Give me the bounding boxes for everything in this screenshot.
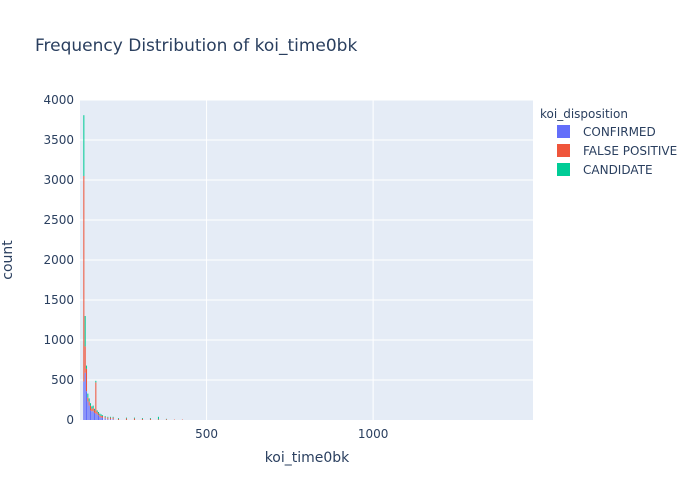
bar-false-positive bbox=[133, 418, 135, 420]
bar-false-positive bbox=[96, 412, 98, 415]
bar-false-positive bbox=[157, 419, 159, 420]
y-tick-label: 4000 bbox=[43, 93, 74, 107]
bar-false-positive bbox=[95, 382, 97, 414]
bar-false-positive bbox=[84, 346, 86, 373]
legend-swatch bbox=[557, 144, 570, 157]
bar-confirmed bbox=[97, 415, 100, 420]
bar-false-positive bbox=[107, 417, 109, 420]
legend-item-label: CONFIRMED bbox=[583, 125, 656, 139]
bar-candidate bbox=[93, 408, 96, 411]
bar-confirmed bbox=[92, 411, 94, 420]
bar-false-positive bbox=[83, 176, 85, 382]
legend-item-label: FALSE POSITIVE bbox=[583, 144, 677, 158]
bar-confirmed bbox=[99, 416, 101, 420]
y-tick-label: 2000 bbox=[43, 253, 74, 267]
y-tick-label: 3000 bbox=[43, 173, 74, 187]
bar-candidate bbox=[149, 418, 151, 419]
bar-false-positive bbox=[125, 418, 127, 420]
bar-confirmed bbox=[93, 412, 96, 420]
bar-false-positive bbox=[85, 368, 88, 392]
bars bbox=[83, 115, 183, 420]
bar-candidate bbox=[100, 414, 102, 416]
y-tick-label: 3500 bbox=[43, 133, 74, 147]
y-tick-label: 1500 bbox=[43, 293, 74, 307]
bar-confirmed bbox=[104, 418, 106, 420]
bar-candidate bbox=[91, 406, 93, 409]
bar-candidate bbox=[117, 418, 120, 419]
bar-candidate bbox=[99, 413, 101, 416]
bar-candidate bbox=[133, 417, 135, 419]
bar-candidate bbox=[101, 415, 104, 416]
y-tick-label: 0 bbox=[66, 413, 74, 427]
bar-false-positive bbox=[104, 416, 106, 419]
bar-candidate bbox=[107, 416, 109, 418]
bar-candidate bbox=[89, 403, 92, 406]
bar-false-positive bbox=[112, 417, 114, 420]
bar-candidate bbox=[87, 393, 89, 398]
bar-false-positive bbox=[100, 416, 102, 418]
bar-false-positive bbox=[149, 418, 151, 420]
bar-candidate bbox=[92, 405, 94, 408]
bar-confirmed bbox=[85, 391, 88, 420]
bar-false-positive bbox=[92, 408, 94, 412]
x-tick-label: 500 bbox=[195, 427, 218, 441]
bar-candidate bbox=[109, 416, 112, 418]
bar-false-positive bbox=[141, 418, 143, 420]
y-tick-label: 2500 bbox=[43, 213, 74, 227]
bar-candidate bbox=[88, 398, 90, 402]
bar-confirmed bbox=[91, 411, 93, 420]
bar-confirmed bbox=[101, 417, 104, 420]
bar-candidate bbox=[141, 418, 143, 419]
bar-false-positive bbox=[88, 401, 90, 406]
bar-confirmed bbox=[89, 410, 92, 420]
bar-confirmed bbox=[109, 419, 112, 420]
bar-false-positive bbox=[87, 397, 89, 402]
bar-false-positive bbox=[99, 415, 101, 417]
y-tick-label: 500 bbox=[51, 373, 74, 387]
bar-false-positive bbox=[93, 410, 96, 413]
legend-swatch bbox=[557, 163, 570, 176]
legend-title: koi_disposition bbox=[540, 107, 628, 121]
bar-confirmed bbox=[112, 419, 114, 420]
x-tick-label: 1000 bbox=[358, 427, 389, 441]
bar-candidate bbox=[84, 316, 86, 347]
bar-candidate bbox=[97, 412, 100, 414]
bar-candidate bbox=[157, 416, 159, 420]
bar-confirmed bbox=[95, 413, 97, 420]
x-axis-label: koi_time0bk bbox=[265, 450, 350, 466]
bar-false-positive bbox=[101, 416, 104, 418]
bar-candidate bbox=[112, 416, 114, 418]
y-axis-label: count bbox=[0, 240, 16, 280]
bar-false-positive bbox=[165, 419, 167, 420]
bar-confirmed bbox=[84, 372, 86, 420]
bar-candidate bbox=[96, 410, 98, 412]
bar-false-positive bbox=[109, 417, 112, 420]
legend-swatch bbox=[557, 125, 570, 138]
y-tick-label: 1000 bbox=[43, 333, 74, 347]
bar-confirmed bbox=[107, 419, 109, 420]
bar-confirmed bbox=[83, 381, 85, 420]
bar-candidate bbox=[83, 115, 85, 176]
bar-confirmed bbox=[87, 401, 89, 420]
bar-confirmed bbox=[88, 405, 90, 420]
y-axis-ticks: 0 500 1000 1500 2000 2500 3000 3500 4000 bbox=[43, 93, 74, 427]
bar-candidate bbox=[95, 380, 97, 383]
bar-false-positive bbox=[91, 408, 93, 412]
gridlines bbox=[80, 99, 533, 420]
chart-title: Frequency Distribution of koi_time0bk bbox=[35, 36, 357, 56]
bar-confirmed bbox=[100, 417, 102, 420]
bar-candidate bbox=[85, 365, 88, 369]
bar-false-positive bbox=[97, 413, 100, 416]
bar-false-positive bbox=[89, 405, 92, 411]
x-axis-ticks: 500 1000 bbox=[195, 427, 388, 441]
bar-candidate bbox=[125, 417, 127, 419]
bar-candidate bbox=[104, 416, 106, 417]
bar-confirmed bbox=[96, 414, 98, 420]
legend-item-label: CANDIDATE bbox=[583, 163, 653, 177]
bar-false-positive bbox=[117, 418, 120, 420]
legend: koi_disposition CONFIRMED FALSE POSITIVE C… bbox=[540, 107, 677, 177]
